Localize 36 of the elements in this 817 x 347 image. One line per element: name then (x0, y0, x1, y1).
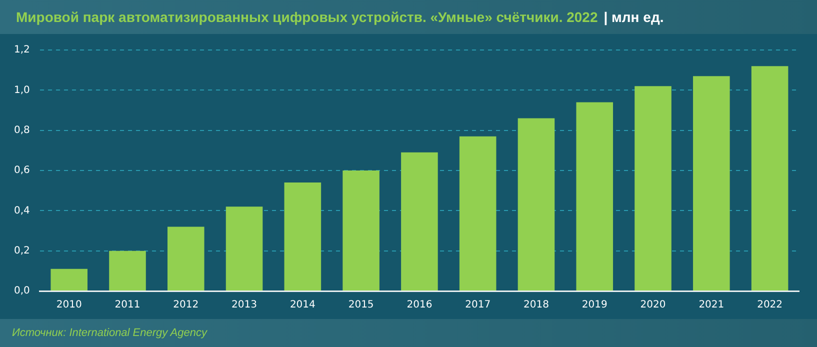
y-tick-label: 1,0 (14, 84, 30, 96)
bar (167, 226, 204, 290)
bar (284, 182, 322, 290)
chart-subtitle: | млн ед. (604, 9, 664, 25)
text: Источник: International Energy Agency (12, 327, 207, 339)
x-tick-label: 2017 (465, 300, 491, 311)
x-tick-label: 2020 (640, 300, 666, 311)
bar (576, 102, 614, 290)
chart-title: Мировой парк автоматизированных цифровых устройств. «Умные» счётчики. 2022 (16, 9, 598, 25)
x-tick-label: 2016 (406, 300, 432, 311)
bar (50, 268, 88, 290)
x-tick-label: 2013 (232, 300, 257, 311)
bar (459, 136, 496, 290)
y-tick-label: 0,0 (14, 286, 30, 297)
bar (634, 86, 672, 290)
x-tick-label: 2021 (698, 300, 724, 311)
x-tick-label: 2012 (173, 300, 199, 311)
y-tick-label: 0,8 (14, 124, 30, 136)
y-tick-label: 1,2 (14, 44, 30, 56)
y-tick-label: 0,4 (14, 205, 30, 216)
x-tick-label: 2019 (582, 300, 608, 311)
x-tick-label: 2010 (56, 300, 82, 311)
bar (751, 66, 788, 290)
bar (401, 152, 438, 290)
y-tick-label: 0,2 (14, 245, 30, 256)
x-tick-label: 2011 (114, 300, 140, 311)
x-tick-label: 2018 (524, 300, 549, 311)
bar (342, 170, 380, 290)
x-tick-label: 2014 (290, 300, 316, 311)
bar (226, 206, 263, 290)
bar (693, 76, 730, 290)
bar (518, 118, 555, 290)
bar (109, 250, 146, 290)
y-tick-label: 0,6 (14, 165, 30, 176)
x-tick-label: 2015 (348, 300, 374, 311)
x-tick-label: 2022 (757, 300, 783, 311)
